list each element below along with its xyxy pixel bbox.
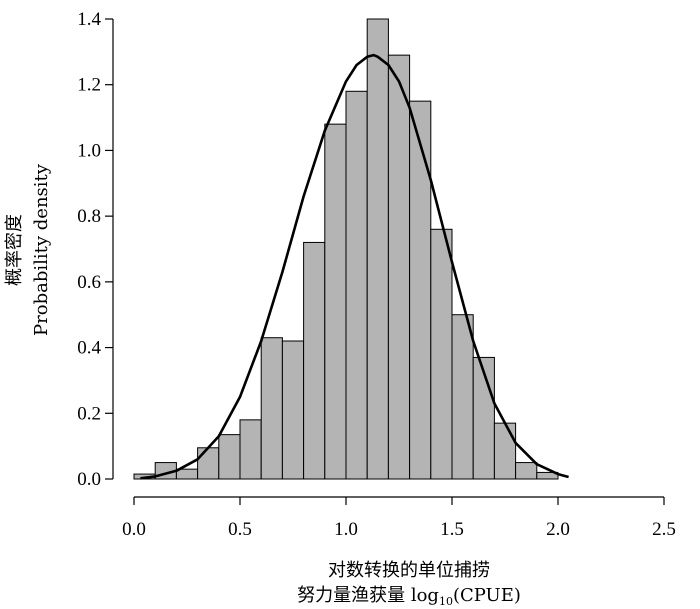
y-tick-label: 0.8 (77, 206, 101, 227)
y-axis-title-cn: 概率密度 (4, 214, 25, 286)
y-tick-label: 1.2 (77, 75, 101, 96)
x-tick-label: 1.5 (440, 519, 464, 540)
histogram-bar (218, 434, 241, 480)
x-tick-label: 0.5 (228, 519, 252, 540)
histogram-bar (366, 18, 389, 480)
histogram-bars (133, 18, 559, 480)
x-axis-title-en-prefix: 努力量渔获量 log (297, 585, 439, 606)
histogram-bar (197, 447, 220, 480)
histogram-bar (260, 337, 283, 480)
x-tick-label: 1.0 (334, 519, 358, 540)
density-curve (140, 53, 569, 480)
y-tick-label: 0.2 (77, 403, 101, 424)
density-curve-group (140, 53, 569, 480)
histogram-bar (430, 228, 453, 480)
histogram-bar (451, 314, 474, 480)
x-axis-title-en: 努力量渔获量 log10(CPUE) (297, 585, 521, 608)
y-tick-label: 0.4 (77, 338, 101, 359)
y-tick-label: 0.6 (77, 272, 101, 293)
axes: 0.0 0.2 0.4 0.6 0.8 1.0 1.2 1.4 0.0 0.5 1.0 1.5 2.0 2… (77, 9, 676, 540)
axis-titles: 概率密度 Probability density 对数转换的单位捕捞 努力量渔获… (4, 163, 521, 608)
histogram-bar (493, 422, 517, 480)
histogram-bar (536, 471, 559, 480)
x-tick-label: 2.0 (546, 519, 570, 540)
histogram-bar (303, 241, 326, 480)
histogram-bar (387, 54, 411, 480)
y-tick-label: 1.4 (77, 9, 101, 30)
x-axis-title-cn: 对数转换的单位捕捞 (328, 560, 490, 581)
histogram-bar (345, 90, 368, 480)
histogram-bar (515, 462, 538, 480)
x-axis-title-en-subscript: 10 (439, 595, 453, 608)
y-axis-title-en: Probability density (31, 163, 52, 336)
x-axis-title-en-suffix: (CPUE) (453, 585, 521, 606)
x-tick-label: 0.0 (122, 519, 146, 540)
histogram-bar (175, 468, 199, 480)
y-tick-label: 0.0 (77, 469, 101, 490)
y-tick-label: 1.0 (77, 140, 101, 161)
x-tick-label: 2.5 (652, 519, 676, 540)
histogram-bar (239, 419, 262, 480)
histogram-bar (324, 123, 347, 480)
histogram-bar (281, 340, 305, 480)
histogram-bar (409, 100, 432, 480)
